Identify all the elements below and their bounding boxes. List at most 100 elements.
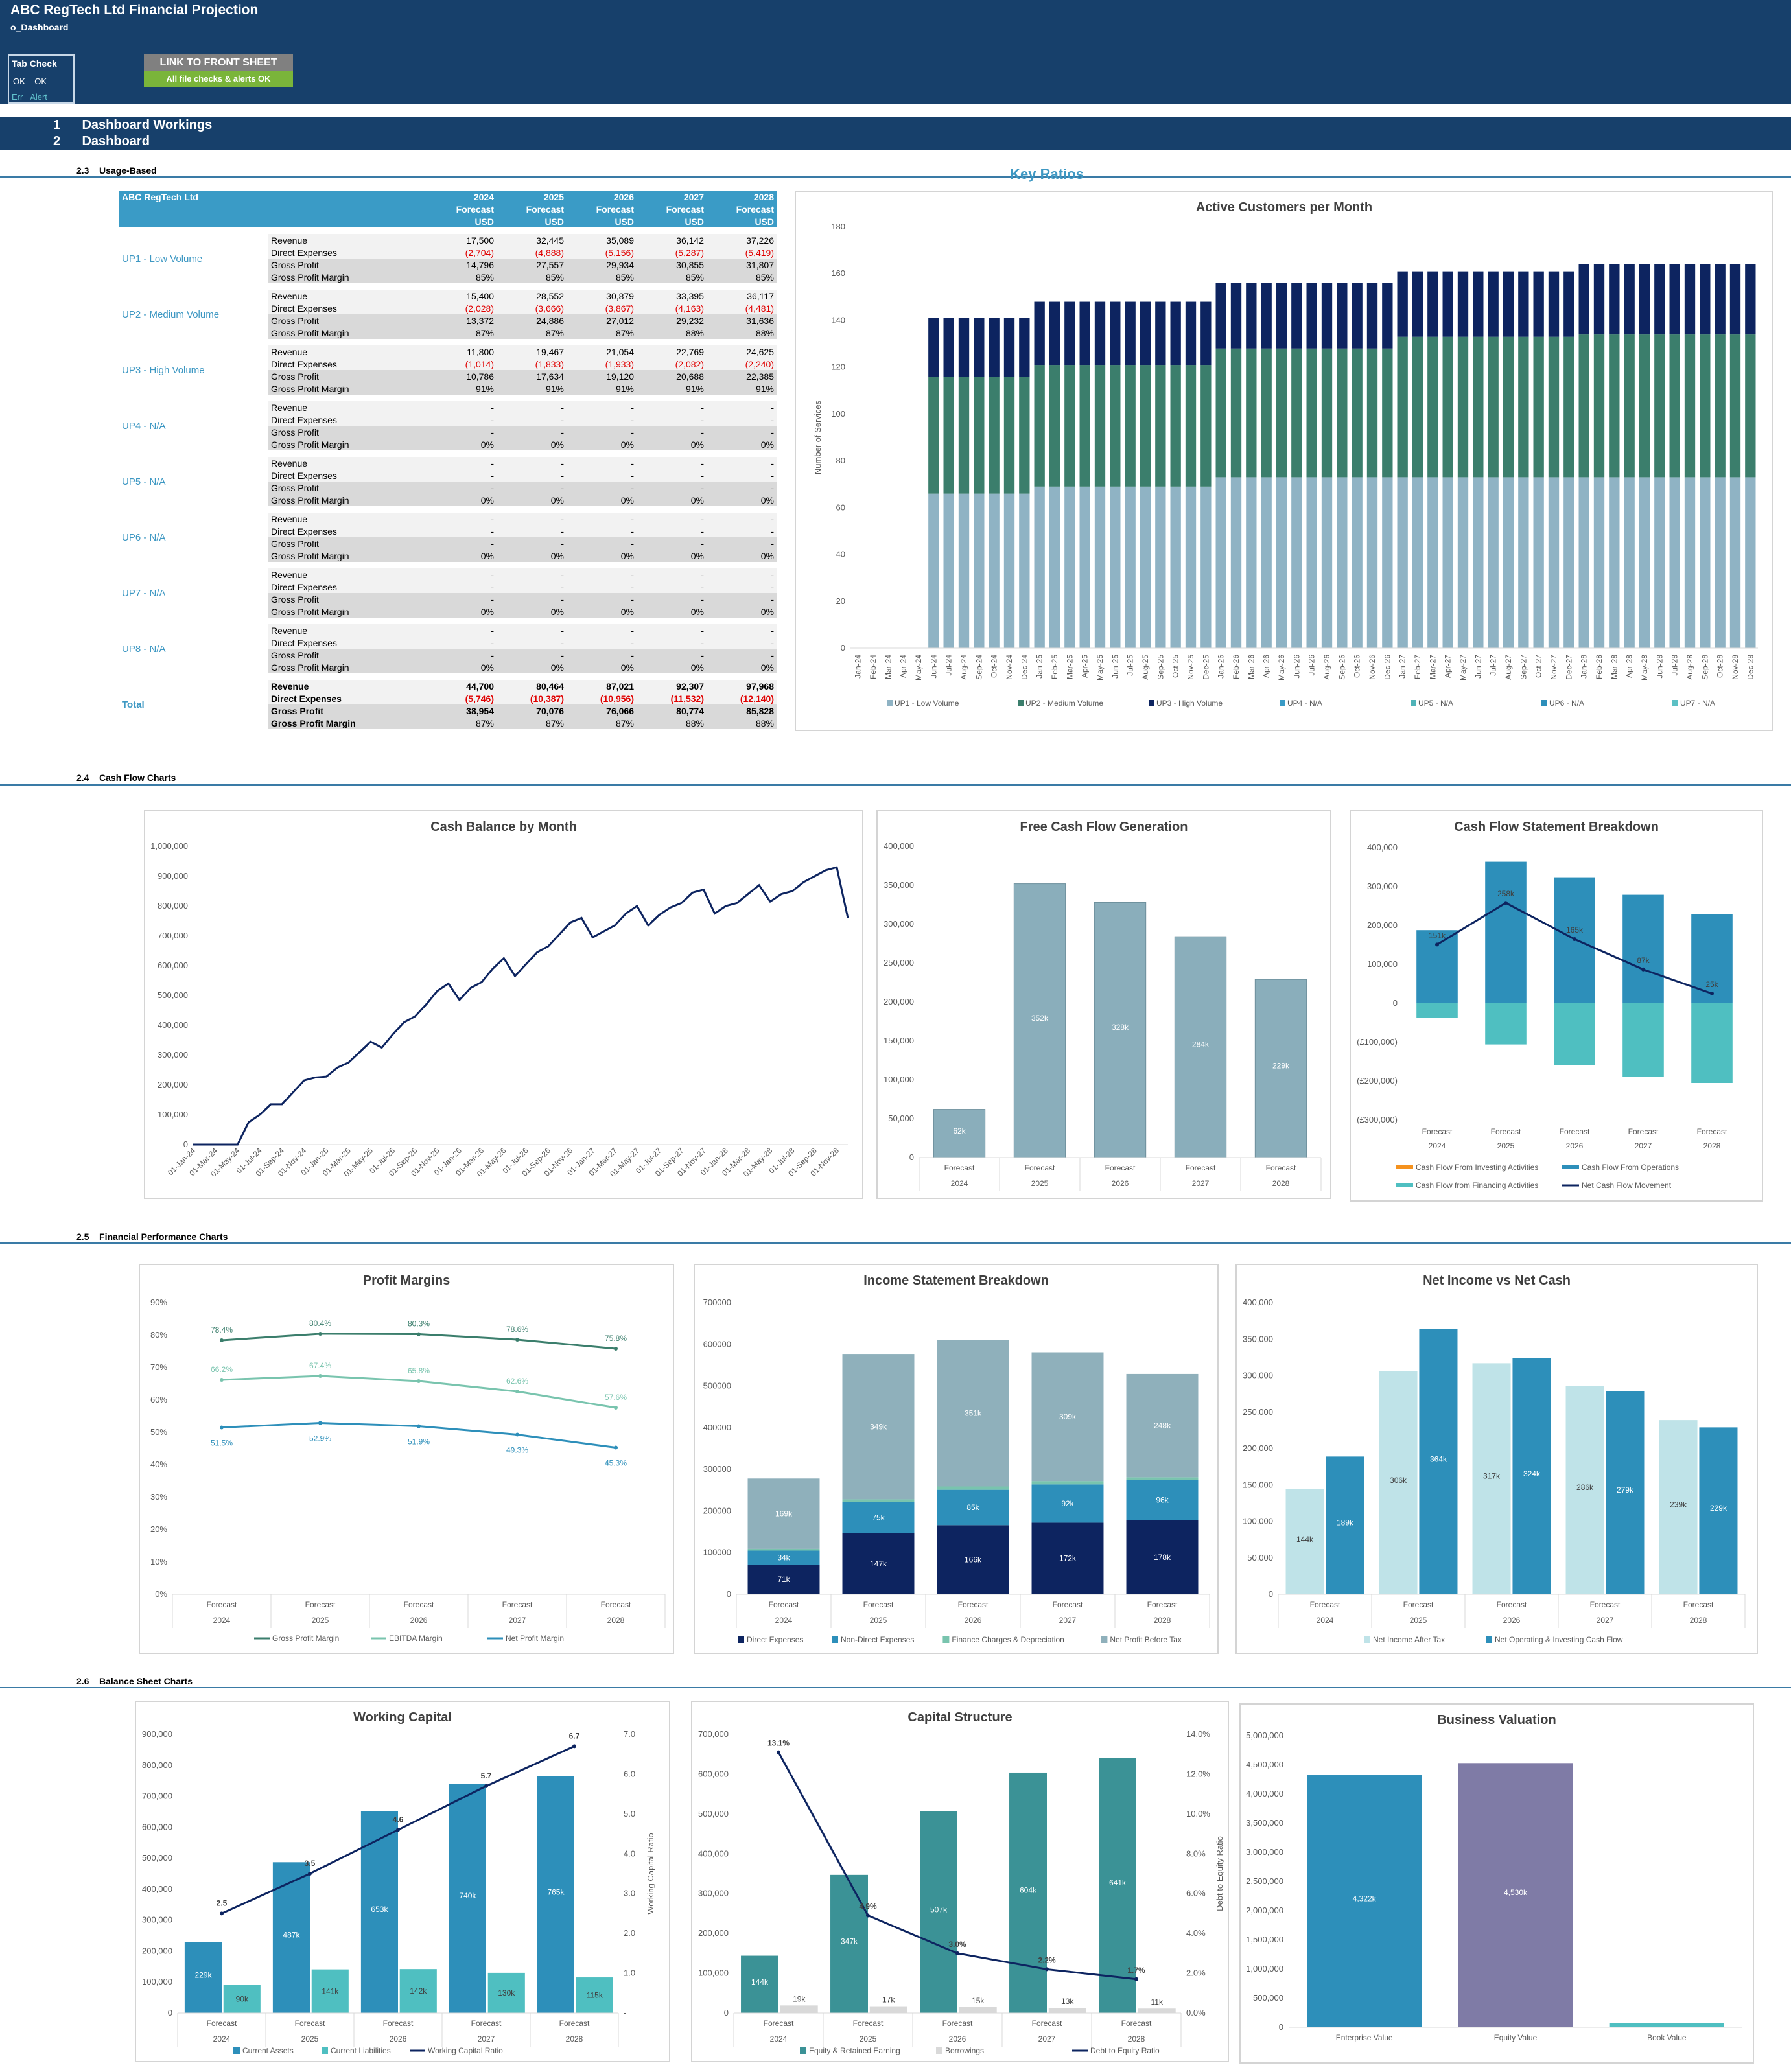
table-cell: - [637, 581, 707, 593]
y-tick-label: 250,000 [884, 958, 914, 968]
table-cell: 0% [427, 605, 497, 618]
x-tick-label: Nov-26 [1368, 655, 1377, 680]
x-tick-label: Feb-24 [869, 655, 878, 679]
chart-capital-structure: Capital Structure 0 100,000 200,000 300,000 4… [691, 1701, 1229, 2062]
legend-entry: Non-Direct Expenses [841, 1635, 914, 1644]
x-tick-label: Forecast [853, 2019, 884, 2028]
x-tick-label: Oct-26 [1353, 655, 1362, 678]
y-tick-label: (£300,000) [1357, 1115, 1398, 1124]
bar-3-month [1593, 264, 1605, 335]
table-cell: 0% [567, 438, 637, 450]
table-cell: 85% [567, 271, 637, 283]
table-cell: 0% [497, 550, 567, 562]
x-tick-label: Feb-27 [1413, 655, 1422, 679]
row-label: Gross Profit Margin [268, 550, 427, 562]
y-tick-label: 250,000 [1243, 1407, 1273, 1417]
table-cell: 37,226 [707, 234, 777, 246]
data-label: 90k [236, 1995, 249, 2004]
data-label: 51.5% [211, 1439, 233, 1448]
nav-item-dashboard[interactable]: 2 Dashboard [53, 134, 150, 148]
legend-swatch [1018, 700, 1024, 706]
x-tick-label: 2028 [1690, 1616, 1707, 1625]
table-cell: (10,956) [567, 692, 637, 704]
stack-bar [1126, 1477, 1199, 1480]
x-tick-label: Forecast [1628, 1127, 1659, 1136]
x-tick-label: Aug-27 [1504, 655, 1513, 680]
ninc-bar [1419, 1329, 1458, 1594]
bar-1-month [1155, 486, 1166, 648]
bar-1-month [1654, 477, 1665, 648]
table-cell: - [707, 401, 777, 413]
table-row: Direct Expenses (5,746) (10,387) (10,956) (1… [119, 692, 777, 704]
bar-3-month [1306, 283, 1317, 349]
table-cell: 0% [497, 438, 567, 450]
chart-free-cash-flow: Free Cash Flow Generation 0 50,000 100,000 1… [876, 810, 1331, 1199]
stack-bar [1126, 1373, 1199, 1478]
table-row: Gross Profit Margin 87% 87% 87% 88% 88% [119, 717, 777, 729]
y-tick-label: 100 [831, 409, 845, 419]
legend-entry: UP4 - N/A [1287, 699, 1322, 708]
x-tick-label: Forecast [1403, 1600, 1434, 1609]
data-label: 71k [777, 1575, 790, 1584]
y-tick-label: 500,000 [1253, 1993, 1283, 2003]
operations-bar [1691, 914, 1733, 1003]
table-row: Direct Expenses - - - - - [119, 636, 777, 649]
table-cell: 28,552 [497, 290, 567, 302]
x-tick-label: Aug-26 [1322, 655, 1331, 680]
table-cell: (3,666) [497, 302, 567, 314]
sheet-name: o_Dashboard [10, 22, 69, 32]
table-cell: 87% [567, 327, 637, 339]
x-tick-label: Jan-27 [1398, 655, 1407, 679]
table-cell: 91% [497, 382, 567, 395]
data-label: 189k [1337, 1519, 1354, 1528]
bar-3-month [1624, 264, 1635, 335]
table-row: UP5 - N/A Revenue - - - - - [119, 457, 777, 487]
bar-3-month [1669, 264, 1680, 335]
bar-3-month [943, 318, 954, 377]
table-row: UP8 - N/A Revenue - - - - - [119, 624, 777, 655]
y-tick-label: 70% [150, 1362, 167, 1372]
y-tick-label: 600,000 [158, 960, 188, 970]
bar-1-month [1578, 477, 1589, 648]
legend-swatch [322, 2047, 328, 2054]
bar-3-month [1034, 301, 1045, 366]
table-cell: - [567, 401, 637, 413]
link-to-front-sheet-button[interactable]: LINK TO FRONT SHEET [144, 54, 293, 71]
x-tick-label: Forecast [207, 2019, 237, 2028]
bar-1-month [1049, 486, 1060, 648]
y-tick-label: 100,000 [1367, 959, 1398, 969]
bar-3-month [1110, 301, 1121, 366]
bar-2-month [1654, 334, 1665, 478]
table-cell: (4,888) [497, 246, 567, 259]
data-label: 2.2% [1038, 1955, 1056, 1964]
y-tick-label: 400000 [703, 1423, 731, 1432]
y2-tick-label: 0.0% [1186, 2008, 1206, 2018]
ninc-bar [1472, 1363, 1511, 1594]
chart-title: Cash Balance by Month [430, 820, 577, 834]
bar-2-month [1593, 334, 1605, 478]
row-label: Gross Profit [268, 426, 427, 438]
table-cell: - [427, 636, 497, 649]
chart-title: Business Valuation [1437, 1713, 1556, 1727]
bar-1-month [1185, 486, 1197, 648]
bar-3-month [1729, 264, 1741, 335]
table-cell: - [637, 649, 707, 661]
y2-tick-label: 1.0 [624, 1968, 635, 1978]
table-cell: - [427, 525, 497, 537]
nav-item-dashboard-workings[interactable]: 1 Dashboard Workings [53, 118, 213, 132]
bar-3-month [1291, 283, 1302, 349]
y-tick-label: 400,000 [698, 1848, 729, 1858]
y-tick-label: 600000 [703, 1339, 731, 1349]
current-assets-bar [537, 1776, 574, 2013]
bar-1-month [1427, 477, 1438, 648]
bar-3-month [1276, 283, 1287, 349]
table-cell: 0% [497, 494, 567, 506]
fcf-bar [1094, 902, 1147, 1158]
table-cell: - [497, 401, 567, 413]
fcf-bar [1254, 979, 1307, 1158]
chart-cash-balance: Cash Balance by Month 0 100,000 200,000 300,… [144, 810, 863, 1199]
legend-swatch [738, 1636, 744, 1643]
data-label: 364k [1430, 1454, 1447, 1463]
table-cell: - [567, 624, 637, 636]
bar-2-month [1306, 348, 1317, 478]
